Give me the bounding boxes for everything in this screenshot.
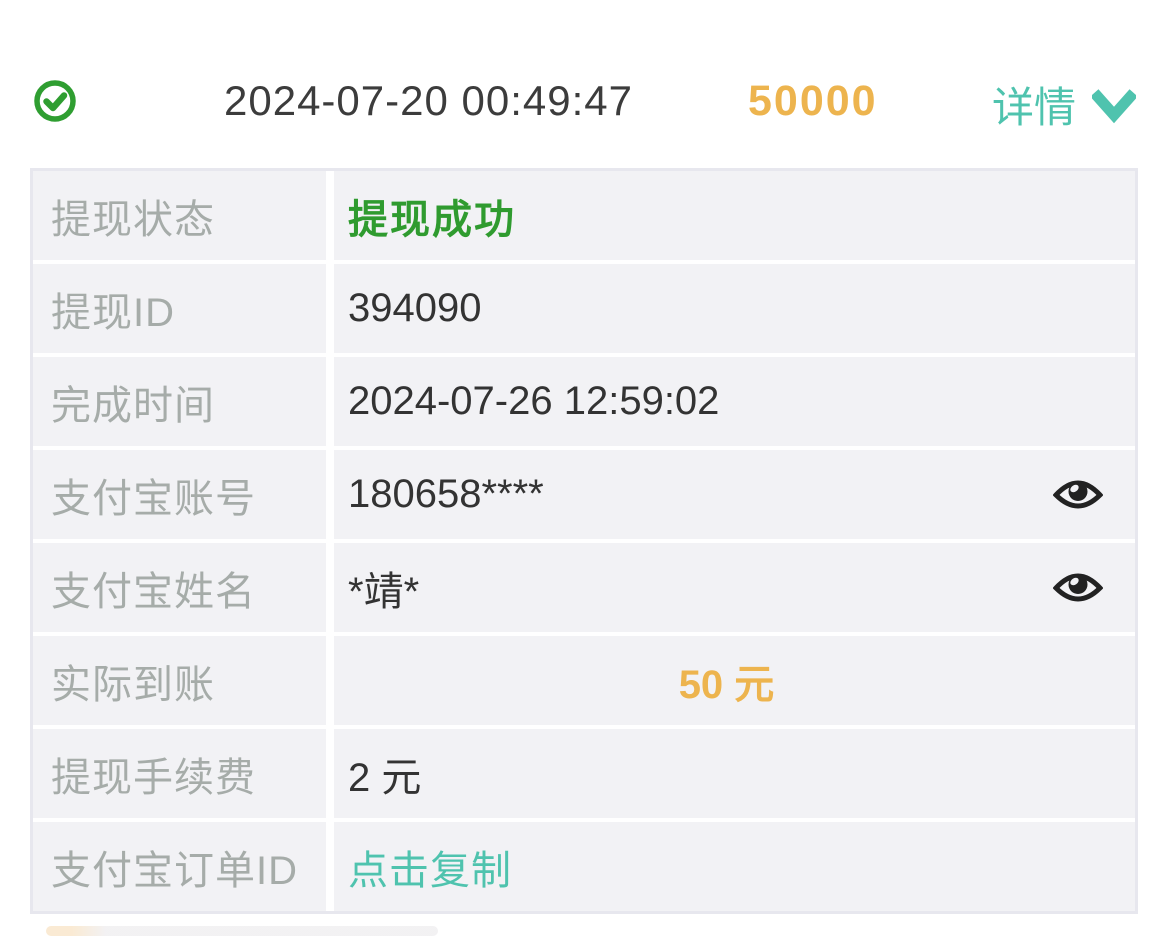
row-label-alipay-order-id: 支付宝订单ID <box>33 822 326 911</box>
details-toggle[interactable]: 详情 <box>992 74 1137 135</box>
check-circle-icon <box>34 80 76 122</box>
row-label-withdraw-fee: 提现手续费 <box>33 729 326 818</box>
withdrawal-detail-table: 提现状态 提现成功 提现ID 394090 完成时间 2024-07-26 12… <box>30 168 1138 914</box>
row-value-withdraw-id: 394090 <box>334 264 1135 353</box>
row-value-withdraw-fee: 2 元 <box>334 729 1135 818</box>
record-amount: 50000 <box>748 77 878 125</box>
row-value-withdraw-status: 提现成功 <box>334 171 1135 260</box>
row-label-complete-time: 完成时间 <box>33 357 326 446</box>
row-label-withdraw-id: 提现ID <box>33 264 326 353</box>
row-value-complete-time: 2024-07-26 12:59:02 <box>334 357 1135 446</box>
record-datetime: 2024-07-20 00:49:47 <box>224 77 633 124</box>
copy-order-id-link[interactable]: 点击复制 <box>334 822 1135 911</box>
eye-icon[interactable] <box>1053 569 1103 607</box>
alipay-account-masked: 180658**** <box>348 472 544 516</box>
row-label-withdraw-status: 提现状态 <box>33 171 326 260</box>
chevron-down-icon <box>1092 88 1137 123</box>
eye-icon[interactable] <box>1053 476 1103 514</box>
row-value-alipay-name: *靖* <box>334 543 1135 632</box>
alipay-name-masked: *靖* <box>348 569 420 614</box>
details-label: 详情 <box>992 84 1077 131</box>
row-label-alipay-name: 支付宝姓名 <box>33 543 326 632</box>
row-value-alipay-account: 180658**** <box>334 450 1135 539</box>
record-header: 2024-07-20 00:49:47 50000 详情 <box>0 0 1170 168</box>
row-label-actual-amount: 实际到账 <box>33 636 326 725</box>
row-value-actual-amount: 50 元 <box>334 636 1135 725</box>
next-record-peek <box>46 926 438 936</box>
row-label-alipay-account: 支付宝账号 <box>33 450 326 539</box>
